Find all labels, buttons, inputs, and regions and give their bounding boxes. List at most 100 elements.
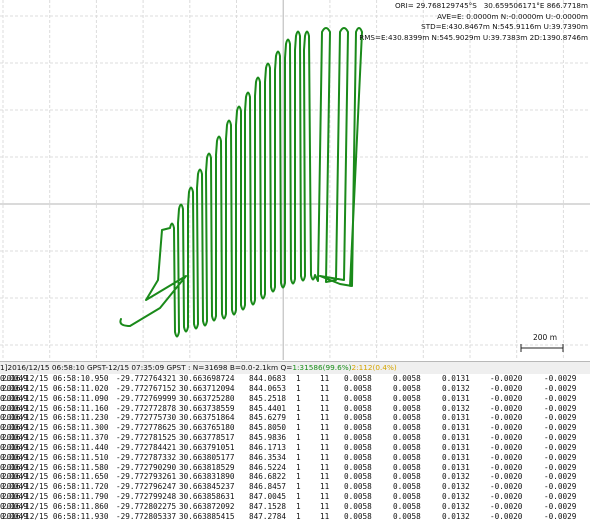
table-row[interactable]: 2016/12/15 06:58:11.580 -29.772790290 30.6…	[0, 463, 590, 473]
table-row[interactable]: 2016/12/15 06:58:11.720 -29.772796247 30.6…	[0, 482, 590, 492]
table-cell: 1	[296, 383, 301, 393]
table-cell: 30.663818529	[179, 462, 235, 472]
table-cell: 1	[296, 393, 301, 403]
table-cell: 0.0058	[344, 501, 372, 511]
table-cell: -0.0029	[544, 374, 577, 383]
table-cell: 0.0049	[0, 393, 28, 403]
table-cell: 0.0131	[442, 374, 470, 383]
table-cell: 0.0058	[393, 462, 421, 472]
table-cell: 846.8457	[249, 482, 287, 492]
table-row[interactable]: 2016/12/15 06:58:10.950 -29.772764321 30.6…	[0, 374, 590, 384]
table-cell: 1	[296, 423, 301, 433]
table-cell: 0.0132	[442, 403, 470, 413]
solution-data-table[interactable]: 2016/12/15 06:58:10.950 -29.772764321 30.6…	[0, 374, 590, 524]
table-cell: 11	[320, 511, 330, 521]
table-cell: 1	[296, 442, 301, 452]
rms-line: RMS=E:430.8399m N:545.9029m U:39.7383m 2…	[359, 32, 588, 42]
table-cell: -29.772787332	[116, 452, 177, 462]
table-cell: -29.772781525	[116, 433, 177, 443]
table-cell: 0.0058	[393, 383, 421, 393]
table-row[interactable]: 2016/12/15 06:58:11.230 -29.772775730 30.6…	[0, 413, 590, 423]
table-cell: 0.0049	[0, 462, 28, 472]
table-cell: 0.0049	[0, 492, 28, 502]
table-row[interactable]: 2016/12/15 06:58:11.860 -29.772802275 30.6…	[0, 502, 590, 512]
table-row[interactable]: 2016/12/15 06:58:11.370 -29.772781525 30.6…	[0, 433, 590, 443]
table-cell: 845.8050	[249, 423, 287, 433]
table-cell: 0.0058	[344, 511, 372, 521]
position-plot[interactable]: ORI= 29.768129745°S 30.659506171°E 866.7…	[0, 0, 590, 365]
table-cell: 0.0049	[0, 383, 28, 393]
table-cell: 0.0049	[0, 501, 28, 511]
std-line: STD=E:430.8467m N:545.9116m U:39.7390m	[421, 22, 588, 31]
table-cell: 0.0058	[393, 492, 421, 502]
table-cell: 847.1528	[249, 501, 287, 511]
table-cell: 0.0132	[442, 511, 470, 521]
table-cell: 0.0058	[344, 374, 372, 383]
table-cell: 0.0058	[393, 472, 421, 482]
table-cell: 0.0058	[393, 403, 421, 413]
table-row[interactable]: 2016/12/15 06:58:11.510 -29.772787332 30.6…	[0, 453, 590, 463]
table-cell: 0.0049	[0, 374, 28, 383]
table-cell: 0.0049	[0, 403, 28, 413]
table-cell: -0.0020	[490, 462, 523, 472]
table-cell: 30.663885415	[179, 511, 235, 521]
table-row[interactable]: 2016/12/15 06:58:11.930 -29.772805337 30.6…	[0, 512, 590, 522]
table-cell: -29.772772878	[116, 403, 177, 413]
table-cell: 0.0058	[344, 492, 372, 502]
table-cell: 11	[320, 492, 330, 502]
table-cell: 0.0058	[344, 472, 372, 482]
table-cell: 1	[296, 501, 301, 511]
table-cell: 0.0058	[393, 442, 421, 452]
table-cell: 2016/12/15 06:58:10.950	[2, 374, 109, 383]
table-cell: 11	[320, 472, 330, 482]
table-cell: -0.0029	[544, 383, 577, 393]
table-cell: -29.772767152	[116, 383, 177, 393]
ori-line: ORI= 29.768129745°S 30.659506171°E 866.7…	[395, 1, 588, 10]
table-cell: 0.0049	[0, 472, 28, 482]
table-cell: 0.0058	[344, 442, 372, 452]
table-cell: 847.2784	[249, 511, 287, 521]
table-row[interactable]: 2016/12/15 06:58:11.300 -29.772778625 30.6…	[0, 423, 590, 433]
table-cell: 2016/12/15 06:58:11.300	[2, 423, 109, 433]
table-cell: 2016/12/15 06:58:11.860	[2, 501, 109, 511]
table-row[interactable]: 2016/12/15 06:58:11.790 -29.772799248 30.6…	[0, 492, 590, 502]
table-cell: 11	[320, 423, 330, 433]
table-cell: 0.0058	[393, 433, 421, 443]
table-cell: -29.772784421	[116, 442, 177, 452]
ave-line: AVE=E: 0.0000m N:-0.0000m U:-0.0000m	[437, 11, 588, 21]
table-cell: 845.6279	[249, 413, 287, 423]
table-cell: 2016/12/15 06:58:11.090	[2, 393, 109, 403]
table-cell: 846.3534	[249, 452, 287, 462]
table-cell: 0.0058	[344, 433, 372, 443]
table-cell: -0.0029	[544, 511, 577, 521]
table-cell: 30.663845237	[179, 482, 235, 492]
table-cell: 0.0131	[442, 452, 470, 462]
table-cell: 0.0058	[344, 383, 372, 393]
table-row[interactable]: 2016/12/15 06:58:11.440 -29.772784421 30.6…	[0, 443, 590, 453]
table-cell: 11	[320, 482, 330, 492]
q1-fix-count: 1:31586(99.6%)	[292, 363, 352, 372]
table-cell: 844.0683	[249, 374, 287, 383]
table-row[interactable]: 2016/12/15 06:58:11.020 -29.772767152 30.6…	[0, 384, 590, 394]
table-cell: 0.0049	[0, 413, 28, 423]
table-cell: 0.0058	[344, 452, 372, 462]
table-cell: 30.663738559	[179, 403, 235, 413]
plot-canvas[interactable]	[0, 0, 590, 365]
table-cell: 0.0049	[0, 511, 28, 521]
table-row[interactable]: 2016/12/15 06:58:11.090 -29.772769999 30.6…	[0, 394, 590, 404]
table-cell: 2016/12/15 06:58:11.930	[2, 511, 109, 521]
table-row[interactable]: 2016/12/15 06:58:11.160 -29.772772878 30.6…	[0, 404, 590, 414]
table-cell: 844.0653	[249, 383, 287, 393]
table-cell: -0.0020	[490, 442, 523, 452]
table-cell: 0.0049	[0, 452, 28, 462]
table-cell: 0.0132	[442, 492, 470, 502]
table-cell: 1	[296, 374, 301, 383]
table-cell: 846.6822	[249, 472, 287, 482]
table-cell: 0.0058	[393, 413, 421, 423]
table-row[interactable]: 2016/12/15 06:58:11.650 -29.772793261 30.6…	[0, 472, 590, 482]
table-cell: 2016/12/15 06:58:11.790	[2, 492, 109, 502]
table-cell: -0.0020	[490, 423, 523, 433]
table-cell: 11	[320, 452, 330, 462]
table-cell: 0.0058	[393, 482, 421, 492]
table-cell: 0.0132	[442, 383, 470, 393]
